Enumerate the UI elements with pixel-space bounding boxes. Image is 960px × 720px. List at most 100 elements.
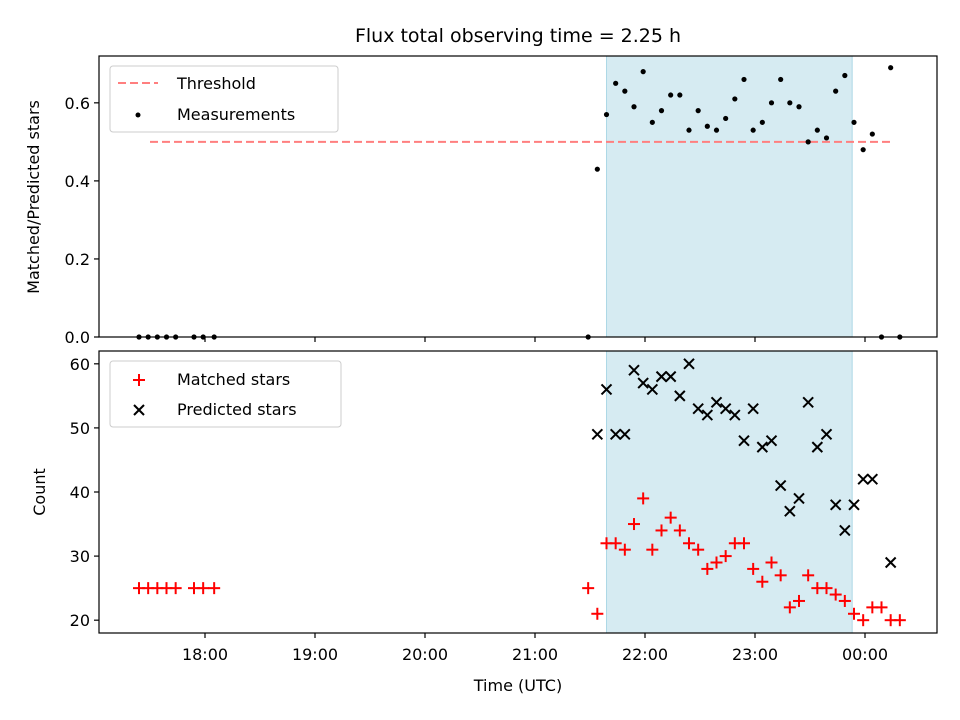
x-tick-label: 00:00	[842, 645, 888, 664]
predicted-star-point	[683, 358, 695, 370]
predicted-star-point	[820, 428, 833, 441]
matched-star-point	[747, 562, 760, 575]
bottom-y-tick-label: 30	[70, 547, 90, 566]
predicted-star-point	[674, 390, 686, 402]
top-y-tick-label: 0.4	[65, 172, 90, 191]
chart-title: Flux total observing time = 2.25 h	[355, 25, 681, 47]
matched-star-point	[591, 607, 604, 620]
predicted-star-point	[765, 435, 778, 447]
predicted-star-point	[848, 499, 860, 511]
matched-star-point	[169, 582, 182, 595]
measurement-point	[622, 88, 628, 94]
top-legend-box	[109, 65, 339, 133]
matched-star-point	[710, 556, 723, 569]
predicted-star-point	[609, 428, 622, 441]
measurement-point	[759, 119, 765, 125]
bottom-x-axis: 18:00 19:00 20:00 21:00 22:00 23:00 00:00	[182, 633, 888, 664]
top-axes-frame	[98, 55, 938, 338]
measurement-point	[695, 108, 701, 114]
measurement-point	[668, 92, 674, 98]
measurement-point	[796, 104, 802, 110]
predicted-star-point	[628, 364, 640, 376]
x-tick-label: 23:00	[732, 645, 778, 664]
predicted-star-point	[774, 479, 787, 492]
matched-star-point	[820, 582, 833, 595]
measurement-point	[823, 135, 830, 141]
predicted-star-point	[802, 396, 814, 408]
matched-star-point	[582, 582, 595, 595]
predicted-star-point	[710, 396, 723, 408]
matched-star-point	[774, 569, 787, 582]
predicted-star-point	[738, 435, 750, 447]
matched-star-point	[738, 537, 750, 550]
matched-star-point	[719, 550, 732, 563]
matched-star-point	[637, 492, 650, 505]
legend-measurements-label: Measurements	[177, 105, 295, 124]
measurement-point	[778, 76, 784, 83]
measurement-point	[613, 80, 619, 86]
measurement-point	[869, 131, 875, 137]
x-tick-label: 18:00	[182, 645, 228, 664]
bottom-y-axis-label: Count	[30, 468, 49, 516]
matched-star-point	[829, 588, 842, 601]
predicted-star-point	[747, 402, 759, 415]
top-y-axis: 0.0 0.2 0.4 0.6	[65, 94, 99, 347]
predicted-star-point	[884, 556, 897, 569]
measurement-point	[842, 72, 848, 79]
predicted-star-point	[839, 524, 851, 537]
predicted-star-point	[600, 383, 613, 396]
predicted-star-point	[729, 409, 741, 421]
predicted-star-point	[719, 402, 732, 415]
predicted-star-point	[811, 441, 824, 453]
top-legend: Threshold Measurements	[109, 65, 339, 133]
bottom-legend-box	[109, 360, 342, 428]
measurement-point	[814, 127, 820, 133]
legend-matched-label: Matched stars	[177, 370, 290, 389]
matched-star-point	[857, 614, 870, 627]
legend-threshold-label: Threshold	[176, 74, 256, 93]
predicted-star-point	[591, 428, 604, 441]
measurement-point	[888, 65, 894, 71]
legend-predicted-label: Predicted stars	[177, 400, 297, 419]
legend-matched-swatch	[133, 374, 145, 386]
matched-star-point	[208, 582, 221, 595]
measurement-point	[713, 127, 720, 133]
predicted-star-point	[829, 499, 842, 511]
predicted-star-point	[655, 370, 668, 383]
top-shaded-interval	[606, 55, 853, 338]
matched-star-point	[683, 537, 695, 550]
measurement-point	[833, 88, 839, 94]
x-tick-label: 21:00	[512, 645, 558, 664]
measurement-point	[805, 139, 811, 145]
measurement-point	[768, 100, 775, 106]
legend-predicted-swatch	[133, 404, 145, 416]
top-y-tick-label: 0.6	[65, 94, 90, 113]
x-tick-label: 20:00	[402, 645, 448, 664]
bottom-y-tick-label: 40	[70, 483, 90, 502]
predicted-star-point	[646, 383, 659, 396]
predicted-star-point	[619, 428, 631, 441]
matched-star-point	[609, 537, 622, 550]
predicted-star-point	[784, 505, 796, 517]
top-y-axis-label: Matched/Predicted stars	[24, 100, 43, 294]
measurement-point	[860, 147, 866, 153]
x-axis-label: Time (UTC)	[473, 676, 562, 695]
measurement-point	[649, 119, 655, 125]
predicted-star-point	[866, 473, 879, 485]
top-y-tick-label: 0.0	[65, 328, 90, 347]
bottom-y-tick-label: 50	[70, 419, 90, 438]
measurement-point	[658, 108, 665, 114]
predicted-star-point	[664, 370, 677, 383]
matched-star-point	[628, 518, 640, 531]
measurement-point	[594, 166, 600, 172]
measurement-point	[677, 92, 683, 98]
matched-star-point	[838, 594, 851, 607]
matched-star-point	[765, 556, 778, 569]
bottom-y-axis: 20 30 40 50 60	[70, 355, 99, 630]
matched-star-point	[646, 543, 659, 556]
measurement-point	[787, 100, 793, 106]
measurement-point	[723, 115, 729, 122]
measurement-point	[750, 127, 756, 133]
predicted-star-point	[793, 492, 805, 505]
